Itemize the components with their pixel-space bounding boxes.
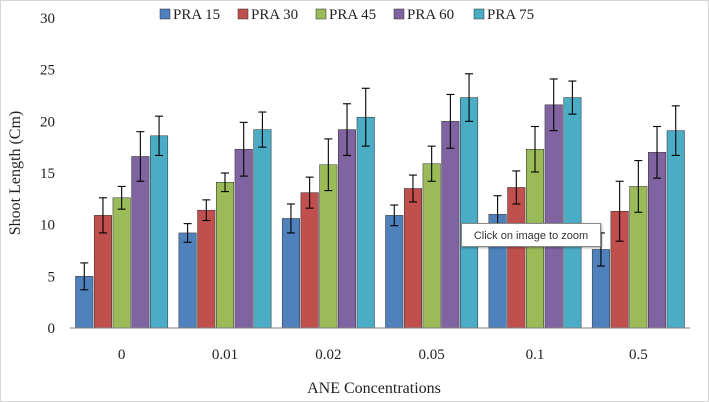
zoom-tooltip[interactable]: Click on image to zoom [461, 223, 601, 247]
y-axis-ticks: 0 5 10 15 20 25 30 [40, 11, 55, 337]
error-bar [286, 203, 295, 234]
legend-label: PRA 45 [329, 7, 376, 23]
legend-item: PRA 45 [315, 7, 376, 23]
bar [150, 135, 169, 329]
legend-item: PRA 30 [237, 7, 298, 23]
bar [563, 97, 582, 329]
legend-item: PRA 15 [159, 7, 220, 23]
error-bar [324, 138, 333, 192]
bar [441, 121, 460, 329]
legend-swatch [159, 8, 171, 20]
y-tick-label: 25 [40, 63, 55, 79]
bar [112, 197, 131, 329]
y-tick-label: 0 [48, 321, 56, 337]
bar [338, 129, 357, 329]
error-bar [653, 125, 662, 179]
error-bar [136, 131, 145, 182]
bar [385, 215, 404, 329]
error-bar [183, 223, 192, 243]
bar [300, 192, 319, 329]
error-bar [568, 80, 577, 115]
error-bar [258, 111, 267, 148]
error-bar [98, 197, 107, 234]
legend-swatch [473, 8, 485, 20]
error-bar [465, 73, 474, 122]
error-bar [305, 176, 314, 209]
y-tick-label: 15 [40, 166, 55, 182]
error-bar [446, 93, 455, 149]
error-bar [390, 204, 399, 227]
x-tick-label: 0.01 [212, 347, 238, 363]
x-tick-label: 0.05 [419, 347, 445, 363]
legend-label: PRA 75 [487, 7, 534, 23]
error-bar [671, 105, 680, 156]
y-tick-label: 20 [40, 114, 55, 130]
error-bar [512, 170, 521, 205]
y-tick-label: 30 [40, 11, 55, 27]
x-tick-label: 0 [118, 347, 126, 363]
bar [544, 104, 563, 329]
x-tick-label: 0.5 [629, 347, 648, 363]
bar [507, 187, 526, 329]
bar [178, 232, 197, 329]
error-bars-layer [80, 73, 680, 291]
legend-label: PRA 15 [173, 7, 220, 23]
bars-layer [75, 97, 685, 329]
bar [403, 188, 422, 329]
legend: PRA 15 PRA 30 PRA 45 PRA 60 PRA 75 [159, 7, 534, 23]
y-tick-label: 10 [40, 218, 55, 234]
error-bar [80, 262, 89, 291]
legend-swatch [315, 8, 327, 20]
error-bar [615, 180, 624, 242]
legend-swatch [393, 8, 405, 20]
error-bar [202, 199, 211, 222]
error-bar [408, 174, 417, 203]
x-axis-ticks: 0 0.01 0.02 0.05 0.1 0.5 [118, 347, 648, 363]
bar [253, 129, 272, 329]
error-bar [634, 160, 643, 213]
x-tick-label: 0.02 [315, 347, 341, 363]
error-bar [361, 87, 370, 147]
legend-item: PRA 75 [473, 7, 534, 23]
bar [216, 182, 234, 329]
bar [131, 156, 150, 329]
legend-label: PRA 60 [407, 7, 454, 23]
bar [281, 218, 300, 329]
error-bar [343, 103, 352, 156]
legend-item: PRA 60 [393, 7, 454, 23]
bar [460, 97, 479, 329]
legend-swatch [237, 8, 249, 20]
y-axis-title: Shoot Length (Cm) [7, 111, 24, 235]
x-axis-title: ANE Concentrations [307, 380, 441, 397]
error-bar [155, 115, 164, 156]
error-bar [117, 185, 126, 210]
x-tick-label: 0.1 [526, 347, 545, 363]
bar [197, 209, 216, 329]
error-bar [531, 125, 539, 173]
error-bar [239, 121, 248, 177]
error-bar [549, 78, 558, 132]
error-bar [221, 172, 229, 193]
legend-label: PRA 30 [251, 7, 298, 23]
error-bar [427, 145, 436, 182]
bar [422, 163, 441, 329]
bar [666, 130, 685, 329]
y-tick-label: 5 [48, 269, 56, 285]
bar [356, 116, 375, 329]
